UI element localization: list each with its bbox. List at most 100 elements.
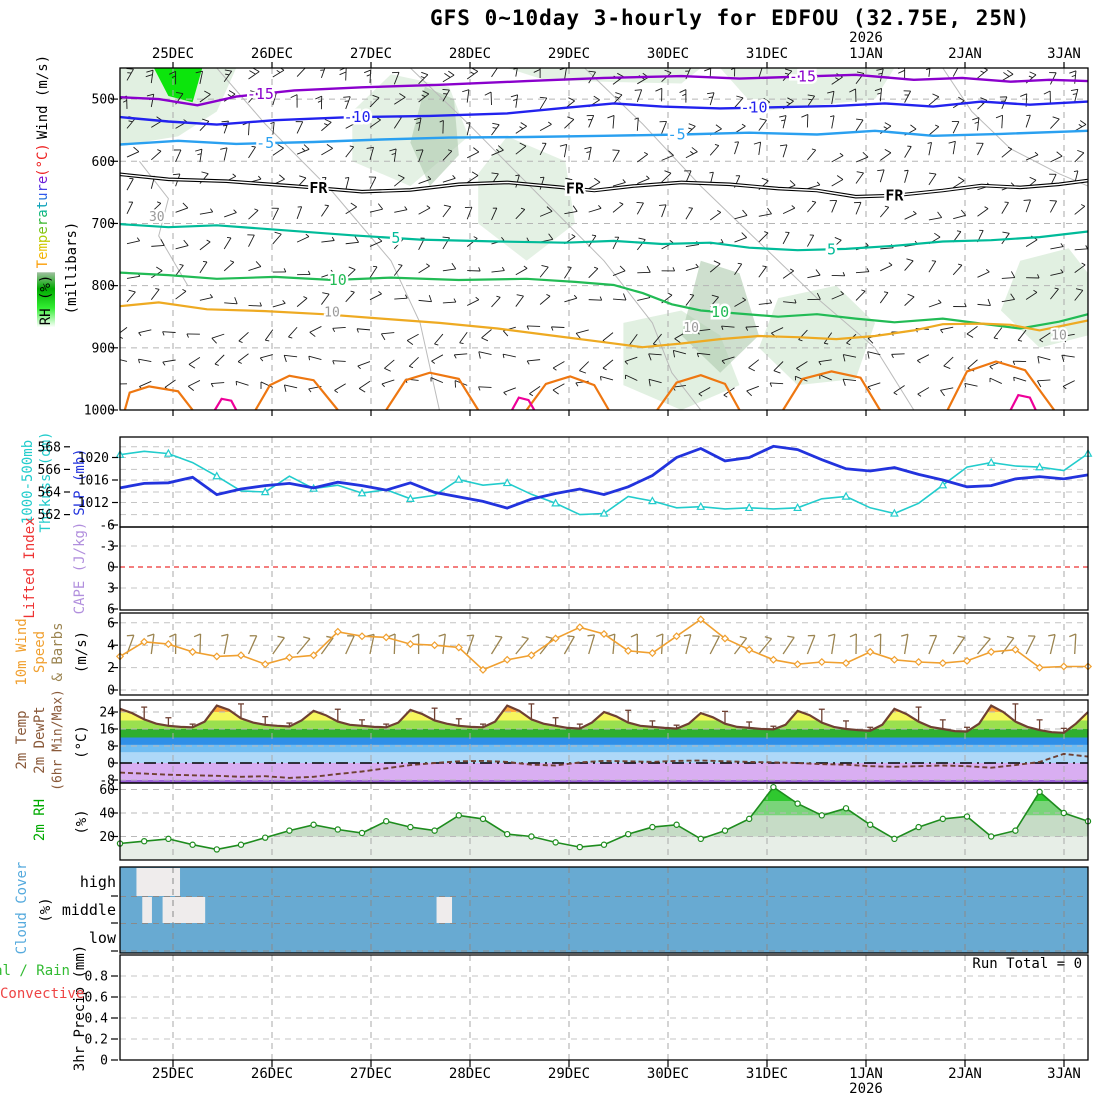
barb-tick (761, 177, 769, 182)
barb-tick (878, 72, 883, 75)
barb-tick (466, 634, 474, 637)
wind-barb (394, 96, 406, 105)
barb-tick (983, 636, 991, 640)
barb-tick (442, 236, 450, 239)
barb-tick (138, 359, 140, 364)
barb-tick (779, 144, 788, 147)
barb-tick (377, 203, 384, 210)
barb-tick (399, 93, 406, 98)
wind-barb (211, 333, 225, 339)
barb-tick (904, 169, 909, 172)
wind-barb (831, 91, 835, 105)
temp-10-contour (120, 271, 1088, 330)
wind-barb (309, 326, 322, 333)
barb-tick (502, 330, 509, 337)
barb-tick (934, 124, 939, 128)
barb-tick (940, 329, 944, 334)
contour-label: -10 (344, 108, 371, 126)
barb-tick (721, 360, 726, 364)
wind-barb (1001, 148, 1013, 158)
wind-barb (442, 206, 452, 218)
wind-barb (272, 147, 284, 156)
wind-speed-marker (890, 655, 899, 664)
wind-barb (248, 305, 262, 307)
barb-tick (251, 145, 256, 148)
barb-tick (358, 388, 366, 393)
wind-barb (150, 70, 154, 84)
wind-speed-marker (285, 653, 294, 662)
wind-barb (296, 68, 306, 77)
barb-tick (572, 205, 578, 212)
wind-barb (394, 209, 408, 213)
wind-barb (418, 299, 432, 303)
temp-band (120, 720, 1088, 729)
x-axis-label-top: 30DEC (647, 46, 689, 62)
barb-tick (372, 94, 380, 99)
axis-tick-label: 0.4 (85, 1012, 109, 1027)
barb-tick (234, 297, 238, 304)
wind-barb (175, 149, 182, 162)
panel-frame (119, 866, 1089, 954)
barb-tick (232, 173, 237, 177)
wind-barb (855, 271, 869, 274)
wind-barb (904, 146, 912, 158)
temp-band (120, 744, 1088, 753)
contour-label: 10 (711, 303, 729, 321)
wind-barb (345, 206, 357, 215)
barb-tick (364, 69, 371, 74)
wind-barb (188, 356, 201, 365)
wind-barb (698, 387, 711, 395)
barb-tick (221, 120, 229, 123)
wind-barb (879, 169, 885, 183)
wind-barb (345, 121, 358, 129)
wind-barb (321, 240, 335, 243)
wind-barb (418, 178, 431, 185)
barb-tick (157, 149, 162, 152)
barb-tick (516, 294, 524, 297)
wind-barb (673, 349, 687, 355)
wind-barb (782, 70, 793, 81)
barb-tick (571, 234, 576, 237)
wind-barb (466, 238, 478, 247)
wind-barb (953, 214, 966, 220)
wind-barb (782, 144, 788, 158)
wind-barb (685, 294, 695, 306)
barb-tick (784, 72, 789, 75)
surface-wind-barb (490, 636, 503, 655)
barb-tick (898, 69, 905, 74)
wind-speed-marker (309, 651, 318, 660)
wind-barb (1001, 277, 1015, 279)
barb-tick (235, 381, 238, 386)
barb-tick (114, 384, 116, 388)
barb-tick (120, 336, 123, 339)
rh-marker (552, 839, 559, 846)
barb-tick (214, 363, 219, 366)
barb-tick (481, 337, 489, 342)
barb-tick (308, 356, 310, 361)
x-axis-label-bottom: 26DEC (251, 1066, 293, 1082)
wind-speed-marker (333, 627, 342, 636)
wind-barb (515, 94, 519, 108)
barb-tick (526, 325, 530, 330)
barb-tick (290, 94, 298, 99)
barb-tick (1069, 70, 1077, 74)
contour-label: -5 (668, 126, 686, 144)
surface-wind-barb (539, 637, 554, 655)
barb-tick (539, 96, 547, 99)
barb-tick (259, 357, 264, 362)
surface-wind-barb (1025, 635, 1036, 655)
temp-20f-contour (782, 370, 881, 410)
surface-wind-barb (442, 634, 446, 655)
barb-tick (1080, 204, 1085, 207)
wind-speed-marker (1035, 663, 1044, 672)
temp-dewpt-panel: 24 16 8 0 -8 (99, 699, 1089, 789)
rh-marker (213, 846, 220, 853)
thickness-marker (405, 493, 415, 502)
barb-tick (683, 633, 691, 637)
axis-tick-label: 6 (107, 616, 115, 631)
axis-tick-label: 0 (100, 1054, 108, 1069)
barb-tick (759, 118, 767, 121)
barb-tick (249, 70, 256, 75)
wind-barb (977, 208, 989, 217)
barb-tick (615, 92, 623, 96)
